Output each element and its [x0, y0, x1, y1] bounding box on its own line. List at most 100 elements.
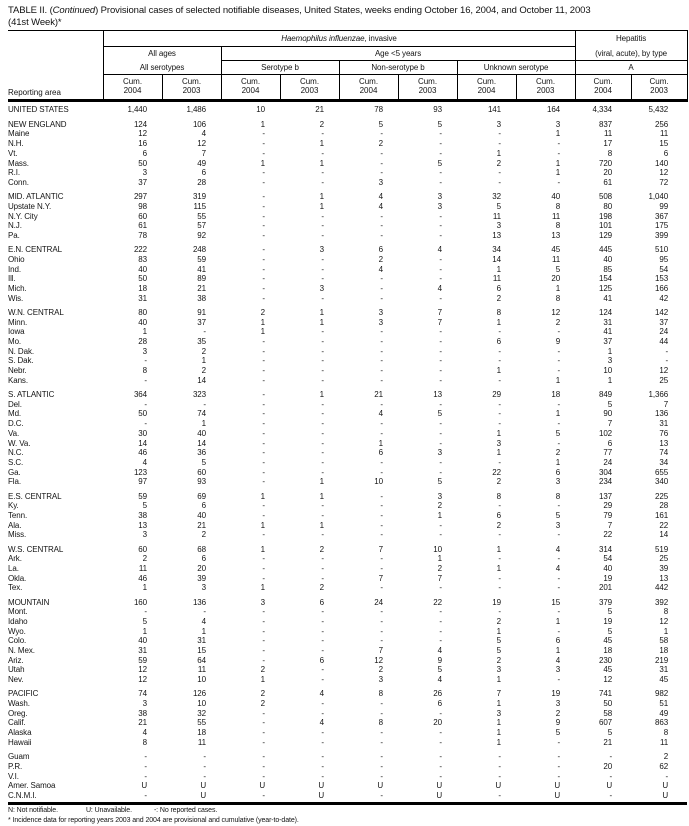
table-row: S.C. 4 5 - - - - - 1 24 34	[8, 458, 687, 468]
value-cell: -	[144, 761, 147, 771]
table-row: Ohio 83 59 - - 2 - 14 11 40 95	[8, 255, 687, 265]
reporting-area-cell: E.S. CENTRAL	[8, 491, 62, 501]
value-cell: -	[380, 336, 383, 346]
table-row: E.N. CENTRAL 222 248 - 3 6 4 34 45 445 510	[8, 241, 687, 255]
value-cell: 61	[603, 177, 613, 187]
value-cell: 4	[142, 457, 147, 467]
value-cell: 5	[437, 409, 442, 419]
reporting-area-cell: N. Mex.	[8, 646, 35, 656]
value-cell: 38	[138, 708, 147, 718]
value-cell: -	[439, 728, 442, 738]
value-cell: 1	[607, 375, 613, 385]
value-cell: 230	[598, 655, 613, 665]
table-row: Del. - - - - - - - - 5 7	[8, 400, 687, 410]
value-cell: 41	[603, 327, 613, 337]
value-cell: -	[498, 530, 501, 540]
value-cell: 1	[201, 419, 206, 429]
value-cell: -	[262, 573, 265, 583]
value-cell: 21	[138, 718, 147, 728]
value-cell: -	[380, 530, 383, 540]
table-row: Mont. - - - - - - - - 5 8	[8, 607, 687, 617]
reporting-area-cell: Ala.	[8, 520, 22, 530]
value-cell: -	[380, 616, 383, 626]
reporting-area-cell: Nev.	[8, 675, 24, 685]
value-cell: -	[439, 336, 442, 346]
reporting-area-cell: N.H.	[8, 139, 24, 149]
value-cell: -	[557, 530, 561, 540]
cum-year-header: Cum. 2004	[338, 74, 398, 102]
value-cell: 40	[603, 254, 613, 264]
value-cell: -	[380, 356, 383, 366]
value-cell: 9	[437, 655, 442, 665]
value-cell: 304	[598, 467, 613, 477]
value-cell: -	[575, 790, 632, 805]
value-cell: 1	[496, 563, 501, 573]
value-cell: -	[321, 327, 324, 337]
title-week: (41st Week)*	[8, 16, 62, 28]
reporting-area-cell: Idaho	[8, 616, 28, 626]
reporting-area-cell: Ariz.	[8, 655, 24, 665]
value-cell: -	[557, 752, 561, 762]
value-cell: -	[262, 563, 265, 573]
value-cell: -	[380, 501, 383, 511]
value-cell: -	[380, 457, 383, 467]
value-cell: 31	[659, 665, 669, 675]
reporting-area-cell: Md.	[8, 409, 22, 419]
value-cell: 1,040	[648, 192, 669, 202]
value-cell: -	[439, 148, 442, 158]
value-cell: 10	[433, 544, 442, 554]
value-cell: -	[321, 607, 324, 617]
value-cell: -	[321, 737, 324, 747]
value-cell: 50	[138, 274, 147, 284]
header-non-serotype-b: Non-serotype b	[338, 60, 457, 75]
value-cell: -	[262, 254, 265, 264]
value-cell: -	[144, 399, 147, 409]
value-cell: 1	[260, 491, 265, 501]
value-cell: -	[321, 448, 324, 458]
value-cell: -	[262, 389, 265, 399]
table-row: N.Y. City 60 55 - - - - 11 11 198 367	[8, 212, 687, 222]
reporting-area-cell: Ga.	[8, 467, 21, 477]
value-cell: 83	[138, 254, 147, 264]
value-cell: 1	[260, 583, 265, 593]
value-cell: 3	[555, 665, 561, 675]
value-cell: 234	[598, 477, 613, 487]
value-cell: -	[144, 607, 147, 617]
value-cell: -	[262, 646, 265, 656]
value-cell: 7	[201, 148, 206, 158]
value-cell: -	[321, 626, 324, 636]
value-cell: 12	[138, 675, 147, 685]
value-cell: -	[262, 274, 265, 284]
value-cell: -	[144, 356, 147, 366]
value-cell: 323	[192, 389, 206, 399]
value-cell: 125	[598, 283, 613, 293]
value-cell: 11	[492, 211, 501, 221]
value-cell: -	[262, 409, 265, 419]
value-cell: -	[380, 699, 383, 709]
footnote-incidence: * Incidence data for reporting years 200…	[8, 817, 299, 825]
value-cell: 123	[133, 467, 147, 477]
table-row: D.C. - 1 - - - - - - 7 31	[8, 419, 687, 429]
value-cell: -	[498, 327, 501, 337]
table-row: W.N. CENTRAL 80 91 2 1 3 7 8 12 124 142	[8, 303, 687, 317]
value-cell: 12	[374, 655, 383, 665]
value-cell: 10	[256, 104, 265, 114]
value-cell: 61	[138, 221, 147, 231]
value-cell: -	[262, 655, 265, 665]
value-cell: 41	[603, 293, 613, 303]
table-row: Ind. 40 41 - - 4 - 1 5 85 54	[8, 265, 687, 275]
value-cell: 32	[197, 708, 206, 718]
value-cell: 13	[492, 230, 501, 240]
value-cell: -	[262, 129, 265, 139]
value-cell: 38	[138, 510, 147, 520]
value-cell: -	[221, 790, 280, 805]
value-cell: -	[439, 616, 442, 626]
value-cell: 141	[487, 104, 501, 114]
value-cell: 399	[655, 230, 669, 240]
value-cell: -	[439, 419, 442, 429]
value-cell: 1	[437, 554, 442, 564]
reporting-area-cell: V.I.	[8, 771, 19, 781]
value-cell: -	[203, 399, 206, 409]
reporting-area-cell: W.S. CENTRAL	[8, 544, 64, 554]
reporting-area-cell: Del.	[8, 399, 22, 409]
